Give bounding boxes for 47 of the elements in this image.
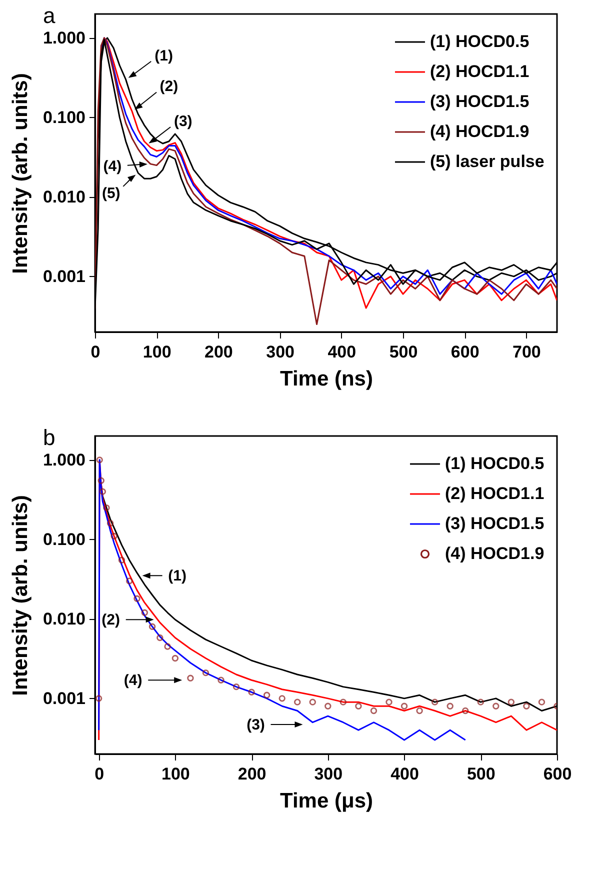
legend-label: (3) HOCD1.5 [445, 514, 544, 533]
x-tick-label: 300 [314, 764, 343, 784]
legend-label: (1) HOCD0.5 [445, 454, 544, 473]
legend-label: (4) HOCD1.9 [430, 122, 530, 141]
legend-label: (2) HOCD1.1 [445, 484, 544, 503]
annotation: (2) [160, 78, 178, 96]
y-tick-label: 0.010 [42, 187, 86, 206]
x-tick-label: 400 [328, 342, 356, 362]
x-tick-label: 200 [238, 764, 266, 784]
annotation: (4) [103, 158, 122, 175]
annotation: (1) [168, 568, 186, 585]
y-tick-label: 0.100 [42, 108, 86, 127]
annotation: (5) [102, 185, 120, 202]
x-tick-label: 0 [90, 342, 100, 362]
x-axis-title: Time (ns) [280, 368, 373, 390]
x-tick-label: 500 [389, 342, 418, 362]
x-tick-label: 600 [543, 764, 572, 784]
y-tick-label: 0.100 [42, 530, 86, 549]
x-tick-label: 100 [161, 764, 190, 784]
chart-title: a [43, 3, 56, 28]
y-axis-title: Intensity (arb. units) [8, 73, 32, 274]
y-tick-label: 1.000 [42, 28, 86, 48]
x-tick-label: 0 [94, 764, 104, 784]
x-tick-label: 300 [266, 342, 294, 362]
legend-label: (4) HOCD1.9 [445, 544, 544, 563]
y-tick-label: 0.001 [42, 688, 86, 708]
legend-label: (1) HOCD0.5 [430, 32, 530, 51]
annotation: (2) [102, 612, 120, 629]
x-tick-label: 200 [204, 342, 233, 362]
annotation: (3) [174, 113, 192, 130]
x-tick-label: 100 [142, 342, 172, 362]
legend-label: (2) HOCD1.1 [430, 62, 530, 81]
x-tick-label: 400 [390, 764, 419, 784]
annotation: (3) [246, 716, 265, 734]
y-tick-label: 0.010 [42, 609, 86, 628]
annotation: (1) [154, 48, 173, 64]
y-tick-label: 0.001 [42, 266, 86, 286]
legend-label: (3) HOCD1.5 [430, 92, 530, 111]
x-tick-label: 500 [466, 764, 496, 784]
x-axis-title: Time (μs) [280, 790, 373, 812]
chart-title: b [43, 425, 56, 450]
y-axis-title: Intensity (arb. units) [8, 495, 32, 696]
y-tick-label: 1.000 [42, 450, 86, 470]
legend-label: (5) laser pulse [430, 152, 544, 171]
annotation: (4) [124, 672, 142, 690]
x-tick-label: 700 [512, 342, 541, 362]
x-tick-label: 600 [450, 342, 480, 362]
